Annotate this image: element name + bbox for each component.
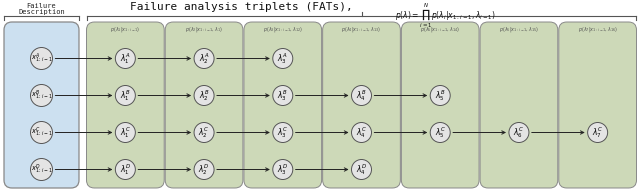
Circle shape [588,122,607,142]
Text: $\lambda_1^D$: $\lambda_1^D$ [120,162,131,177]
Text: $\lambda_3^C$: $\lambda_3^C$ [277,125,289,140]
Text: $\lambda_3^B$: $\lambda_3^B$ [277,88,288,103]
Text: $p(\lambda_7|x_{1:i-1},\lambda_{16})$: $p(\lambda_7|x_{1:i-1},\lambda_{16})$ [577,25,618,34]
Text: $p(\lambda_2|x_{1:i-1},\lambda_1)$: $p(\lambda_2|x_{1:i-1},\lambda_1)$ [185,25,223,34]
FancyBboxPatch shape [244,22,322,188]
Circle shape [31,159,52,181]
Circle shape [194,48,214,68]
Circle shape [430,122,450,142]
Text: $\lambda_5^B$: $\lambda_5^B$ [435,88,445,103]
Text: $\lambda_4^B$: $\lambda_4^B$ [356,88,367,103]
Circle shape [273,85,292,105]
Text: $\lambda_3^D$: $\lambda_3^D$ [277,162,289,177]
Circle shape [273,122,292,142]
Circle shape [31,84,52,106]
Circle shape [351,85,371,105]
FancyBboxPatch shape [559,22,637,188]
FancyBboxPatch shape [480,22,558,188]
Text: Description: Description [18,9,65,15]
Text: $p(\lambda_5|x_{1:i-1},\lambda_{14})$: $p(\lambda_5|x_{1:i-1},\lambda_{14})$ [420,25,460,34]
Circle shape [31,122,52,143]
Text: $\lambda_2^B$: $\lambda_2^B$ [198,88,209,103]
Text: $\lambda_1^C$: $\lambda_1^C$ [120,125,131,140]
FancyBboxPatch shape [401,22,479,188]
Text: $\lambda_4^D$: $\lambda_4^D$ [356,162,367,177]
Text: $x_{1:i-1}^{A}$: $x_{1:i-1}^{A}$ [31,52,52,65]
Circle shape [115,48,135,68]
Text: $\lambda_1^A$: $\lambda_1^A$ [120,51,131,66]
Circle shape [273,160,292,180]
Text: $p(\lambda) = \prod_{i=1}^{N} p(\lambda_i|x_{1:i-1}, \lambda_{i-1})$: $p(\lambda) = \prod_{i=1}^{N} p(\lambda_… [394,1,495,30]
Circle shape [194,85,214,105]
Circle shape [115,85,135,105]
Text: $p(\lambda_1|x_{1:i-1})$: $p(\lambda_1|x_{1:i-1})$ [110,25,141,34]
Text: $p(\lambda_4|x_{1:i-1},\lambda_{13})$: $p(\lambda_4|x_{1:i-1},\lambda_{13})$ [341,25,381,34]
Text: $p(\lambda_3|x_{1:i-1},\lambda_{12})$: $p(\lambda_3|x_{1:i-1},\lambda_{12})$ [262,25,303,34]
FancyBboxPatch shape [165,22,243,188]
FancyBboxPatch shape [4,22,79,188]
Text: $\lambda_6^C$: $\lambda_6^C$ [513,125,525,140]
FancyBboxPatch shape [86,22,164,188]
Text: Failure: Failure [27,3,56,9]
Text: $\lambda_2^D$: $\lambda_2^D$ [198,162,210,177]
Circle shape [273,48,292,68]
Text: $x_{1:i-1}^{B}$: $x_{1:i-1}^{B}$ [31,89,52,102]
Circle shape [115,160,135,180]
Text: $\lambda_7^C$: $\lambda_7^C$ [592,125,604,140]
Circle shape [31,47,52,70]
FancyBboxPatch shape [323,22,401,188]
Text: $\lambda_1^B$: $\lambda_1^B$ [120,88,131,103]
Circle shape [351,122,371,142]
Text: $\lambda_2^C$: $\lambda_2^C$ [198,125,210,140]
Circle shape [194,122,214,142]
Circle shape [351,160,371,180]
Circle shape [509,122,529,142]
Text: $x_{1:i-1}^{C}$: $x_{1:i-1}^{C}$ [31,126,52,139]
Text: $\lambda_5^C$: $\lambda_5^C$ [435,125,446,140]
Circle shape [115,122,135,142]
Circle shape [430,85,450,105]
Text: Failure analysis triplets (FATs),: Failure analysis triplets (FATs), [130,2,353,12]
Text: $p(\lambda_6|x_{1:i-1},\lambda_{15})$: $p(\lambda_6|x_{1:i-1},\lambda_{15})$ [499,25,539,34]
Text: $x_{1:i-1}^{D}$: $x_{1:i-1}^{D}$ [31,163,52,176]
Text: $\lambda_4^C$: $\lambda_4^C$ [356,125,367,140]
Text: $\lambda_2^A$: $\lambda_2^A$ [198,51,209,66]
Circle shape [194,160,214,180]
Text: $\lambda_3^A$: $\lambda_3^A$ [277,51,288,66]
